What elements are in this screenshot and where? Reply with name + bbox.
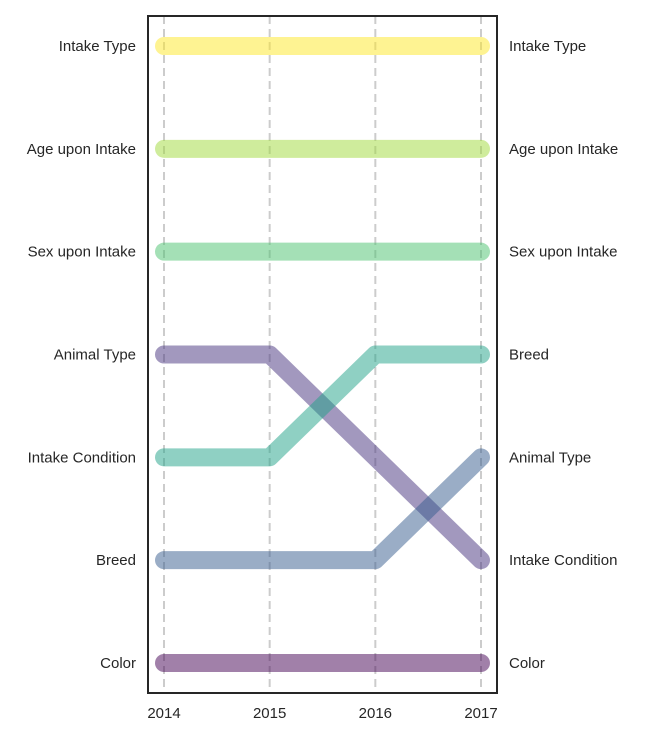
right-label: Animal Type <box>509 449 591 466</box>
left-label: Intake Type <box>59 38 136 55</box>
left-label: Animal Type <box>54 347 136 364</box>
series-line-breed <box>155 448 490 570</box>
series-line-intake-condition <box>155 345 490 467</box>
x-tick-label: 2017 <box>464 705 497 722</box>
left-label: Breed <box>96 552 136 569</box>
right-label: Breed <box>509 347 549 364</box>
right-label: Sex upon Intake <box>509 244 617 261</box>
right-label: Color <box>509 655 545 672</box>
right-label: Intake Type <box>509 38 586 55</box>
plot-frame <box>147 15 498 694</box>
x-tick-label: 2016 <box>359 705 392 722</box>
x-tick-label: 2014 <box>147 705 180 722</box>
left-label: Sex upon Intake <box>28 244 136 261</box>
right-labels: Intake Type Age upon Intake Sex upon Intak… <box>509 38 618 672</box>
x-axis-ticks: 2014 2015 2016 2017 <box>147 705 497 722</box>
left-label: Color <box>100 655 136 672</box>
right-label: Intake Condition <box>509 552 617 569</box>
left-labels: Intake Type Age upon Intake Sex upon Intak… <box>27 38 136 672</box>
x-tick-label: 2015 <box>253 705 286 722</box>
left-label: Age upon Intake <box>27 141 136 158</box>
right-label: Age upon Intake <box>509 141 618 158</box>
series-layer <box>155 37 490 672</box>
left-label: Intake Condition <box>28 449 136 466</box>
